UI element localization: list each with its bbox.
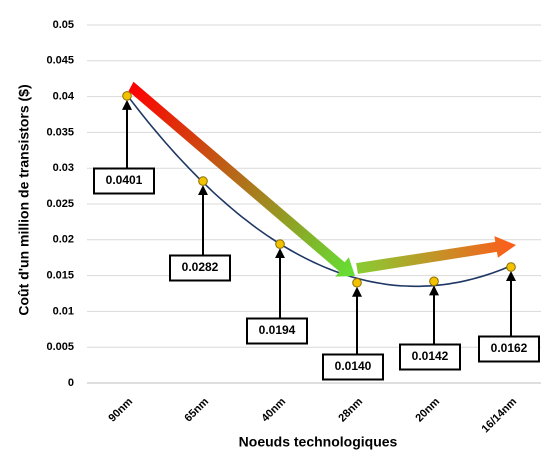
y-tick-label: 0.04 bbox=[53, 91, 75, 103]
annotation-box bbox=[478, 335, 540, 363]
x-axis-title: Noeuds technologiques bbox=[239, 434, 398, 450]
data-label: 0.0282 bbox=[182, 260, 219, 274]
data-point bbox=[352, 277, 362, 288]
y-tick-labels: 0 0.005 0.01 0.015 0.02 0.025 0.03 0.035 0.04 0.0… bbox=[46, 19, 74, 389]
x-tick-labels: 90nm 65nm 40nm 28nm 20nm 16/14nm bbox=[106, 396, 519, 436]
y-tick-label: 0.025 bbox=[46, 198, 74, 210]
trend-line bbox=[126, 94, 512, 288]
x-tick-label: 90nm bbox=[106, 396, 135, 425]
annotation-box bbox=[93, 167, 155, 195]
data-label: 0.0140 bbox=[335, 359, 372, 373]
data-label: 0.0142 bbox=[412, 349, 449, 363]
value-annotations: 0.0401 0.0282 0.0194 0.0140 0.0142 0.0162 bbox=[93, 99, 540, 381]
x-tick-label: 20nm bbox=[413, 396, 442, 425]
x-tick-label: 40nm bbox=[259, 396, 288, 425]
value-annotation: 0.0162 bbox=[478, 271, 540, 363]
annotation-box bbox=[169, 254, 231, 282]
annotation-box bbox=[399, 343, 461, 371]
data-point bbox=[122, 91, 132, 101]
y-tick-label: 0.05 bbox=[53, 19, 74, 31]
data-label: 0.0194 bbox=[259, 323, 296, 337]
annotation-box bbox=[322, 353, 384, 381]
y-tick-label: 0 bbox=[68, 377, 74, 389]
value-annotation: 0.0282 bbox=[169, 185, 231, 282]
data-point bbox=[506, 262, 516, 272]
y-tick-label: 0.005 bbox=[46, 341, 74, 353]
y-tick-label: 0.03 bbox=[53, 162, 74, 174]
value-annotation: 0.0194 bbox=[246, 248, 308, 345]
gridlines bbox=[87, 24, 541, 348]
data-points bbox=[122, 91, 516, 288]
y-axis-title: Coût d'un million de transistors ($) bbox=[16, 84, 32, 315]
data-point bbox=[275, 239, 285, 249]
trend-arrows bbox=[128, 81, 516, 277]
data-point bbox=[198, 176, 208, 186]
x-tick-label: 28nm bbox=[336, 396, 365, 425]
y-tick-label: 0.02 bbox=[53, 234, 74, 246]
value-annotation: 0.0140 bbox=[322, 286, 384, 381]
annotation-box bbox=[246, 317, 308, 345]
y-tick-label: 0.01 bbox=[53, 305, 74, 317]
downward-trend-arrow bbox=[128, 81, 355, 277]
data-label: 0.0401 bbox=[106, 173, 143, 187]
x-tick-label: 65nm bbox=[182, 396, 211, 425]
y-tick-label: 0.035 bbox=[46, 126, 74, 138]
value-annotation: 0.0142 bbox=[399, 285, 461, 371]
y-tick-label: 0.015 bbox=[46, 270, 74, 282]
upward-trend-arrow bbox=[356, 236, 516, 274]
data-point bbox=[429, 276, 439, 287]
y-tick-label: 0.045 bbox=[46, 55, 74, 67]
data-label: 0.0162 bbox=[491, 341, 528, 355]
value-annotation: 0.0401 bbox=[93, 99, 155, 195]
x-tick-label: 16/14nm bbox=[480, 396, 520, 436]
